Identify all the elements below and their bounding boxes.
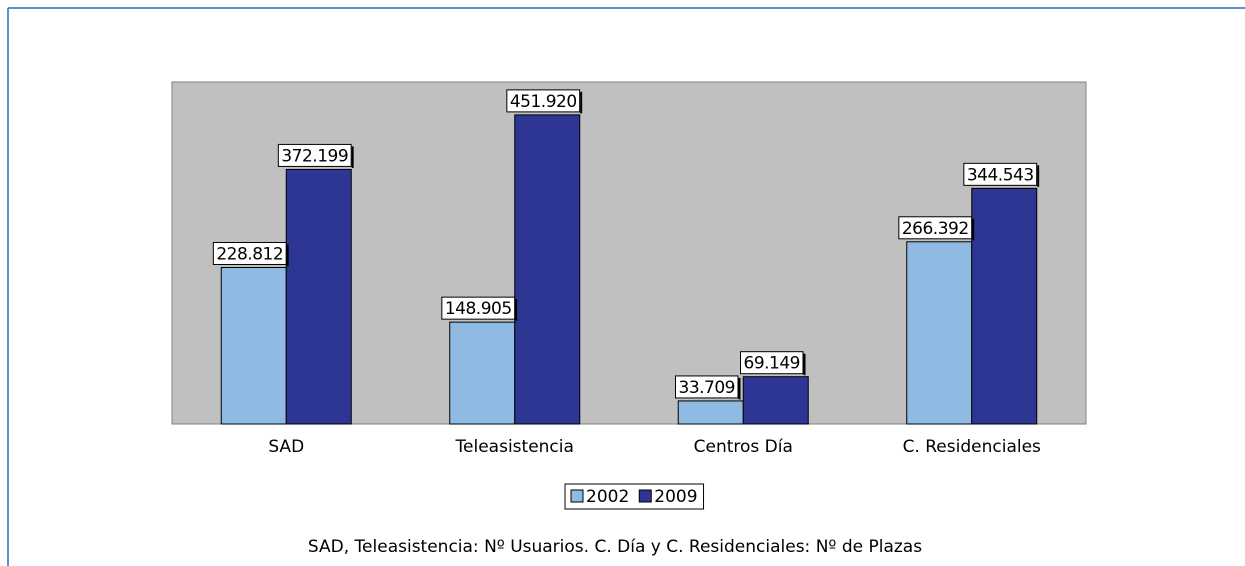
bar — [971, 187, 1038, 425]
value-label-box — [675, 375, 739, 399]
value-label: 69.149 — [744, 354, 800, 374]
value-label-box — [212, 241, 287, 265]
value-label-box — [963, 162, 1038, 186]
value-label-box — [898, 216, 973, 240]
legend-label: 2009 — [654, 487, 697, 507]
bar — [449, 321, 516, 425]
bar — [285, 168, 352, 425]
note: SAD, Teleasistencia: Nº Usuarios. C. Día… — [308, 537, 922, 557]
legend-swatch — [570, 489, 584, 503]
legend-label: 2002 — [586, 487, 629, 507]
value-label: 266.392 — [902, 219, 969, 239]
x-tick-label: Centros Día — [694, 437, 793, 457]
bar — [906, 241, 973, 425]
bar — [220, 266, 287, 425]
value-label: 344.543 — [967, 165, 1034, 185]
legend-box — [564, 483, 705, 510]
value-label-box — [740, 351, 804, 375]
value-label: 33.709 — [679, 378, 735, 398]
x-tick-label: Teleasistencia — [455, 437, 574, 457]
value-label: 228.812 — [216, 244, 283, 264]
bar — [677, 400, 744, 425]
legend-swatch — [638, 489, 652, 503]
value-label-box — [441, 296, 516, 320]
bar — [514, 114, 581, 425]
x-tick-label: SAD — [268, 437, 304, 457]
value-label: 148.905 — [445, 299, 512, 319]
value-label: 372.199 — [281, 146, 348, 166]
value-label: 451.920 — [510, 92, 577, 112]
bar — [742, 376, 809, 425]
value-label-box — [506, 89, 581, 113]
value-label-box — [277, 143, 352, 167]
x-tick-label: C. Residenciales — [903, 437, 1041, 457]
